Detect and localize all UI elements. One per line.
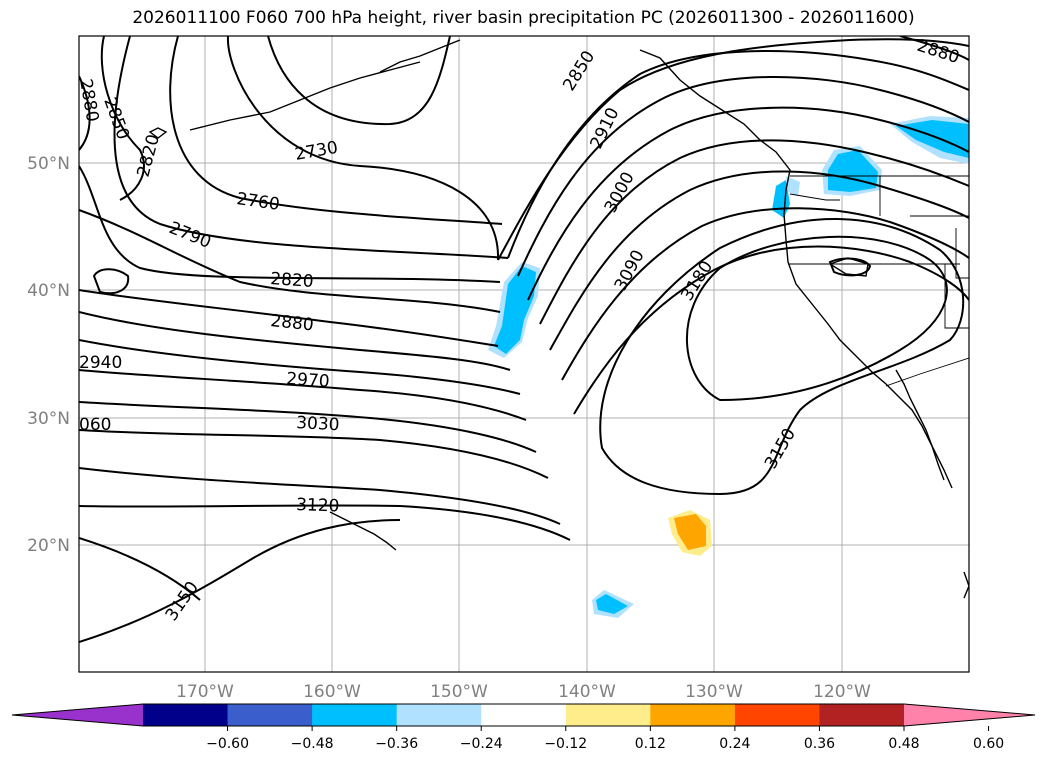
shade-blue-central <box>494 266 536 354</box>
colorbar-segment <box>143 704 229 726</box>
contour-ridge-7 <box>561 207 969 381</box>
colorbar-tick-label: 0.48 <box>888 736 919 752</box>
map-title: 2026011100 F060 700 hPa height, river ba… <box>132 8 915 28</box>
latitude-labels: 50°N 40°N 30°N 20°N <box>27 154 70 556</box>
colorbar-segment <box>565 704 651 726</box>
coast-hawaii <box>329 511 397 551</box>
contour-low-west <box>92 268 130 295</box>
contour-2850 <box>79 209 501 313</box>
shade-blue-south <box>596 594 628 614</box>
colorbar-tick-label: 0.24 <box>719 736 750 752</box>
colorbar-extend-low <box>12 704 143 726</box>
coast-aleutians <box>189 61 421 131</box>
contour-2910 <box>79 311 511 371</box>
contour-label: 060 <box>79 415 111 435</box>
contour-label: 2880 <box>269 311 314 335</box>
contour-ridge-8 <box>573 245 969 415</box>
contour-label: 2820 <box>270 269 315 292</box>
borders <box>788 175 969 387</box>
contour-2820 <box>79 165 501 283</box>
contour-label: 3120 <box>296 495 340 516</box>
colorbar-segment <box>819 704 905 726</box>
graticule <box>79 36 969 672</box>
contour-3150-sw-b <box>79 537 201 601</box>
colorbar-tick-label: 0.60 <box>973 736 1004 752</box>
lat-label-50n: 50°N <box>27 154 70 174</box>
lat-label-30n: 30°N <box>27 409 70 429</box>
colorbar-segment <box>227 704 313 726</box>
colorbar-tick-label: −0.48 <box>291 736 334 752</box>
lon-label-150w: 150°W <box>430 682 488 702</box>
contour-label: 3030 <box>296 413 340 435</box>
contour-upper-right <box>899 36 969 61</box>
height-contours <box>79 36 969 643</box>
contour-2760-a <box>267 36 451 126</box>
coast-central-america <box>963 571 969 599</box>
colorbar-segment <box>396 704 482 726</box>
coast-small-island <box>148 127 168 139</box>
colorbar-tick-label: 0.36 <box>804 736 835 752</box>
longitude-labels: 170°W 160°W 150°W 140°W 130°W 120°W <box>176 682 871 702</box>
contour-ridge-3 <box>517 76 969 277</box>
contour-2880 <box>79 289 499 347</box>
contour-label: 2880 <box>75 77 102 123</box>
colorbar-segment <box>650 704 736 726</box>
map-frame-background <box>79 36 969 672</box>
shade-light-blue-nw-coast <box>786 176 800 196</box>
contour-ridge-4 <box>527 106 969 301</box>
map-panel: 2880 2850 2820 2730 2760 2790 2820 2880 … <box>75 35 970 673</box>
contour-high-east <box>828 257 872 277</box>
colorbar-segment <box>734 704 820 726</box>
border-us-mexico <box>885 357 969 387</box>
lon-label-130w: 130°W <box>685 682 743 702</box>
contour-2970 <box>79 369 527 421</box>
contour-ridge-5 <box>539 139 969 325</box>
contour-2940 <box>79 339 521 395</box>
colorbar-tick-label: −0.24 <box>460 736 503 752</box>
colorbar-tick-label: −0.36 <box>375 736 418 752</box>
lon-label-160w: 160°W <box>303 682 361 702</box>
coast-alaska-peninsula <box>379 39 461 73</box>
colorbar-tick-label: 0.12 <box>635 736 666 752</box>
contour-label: 2940 <box>79 353 122 373</box>
colorbar-tick-label: −0.60 <box>206 736 249 752</box>
lat-label-40n: 40°N <box>27 281 70 301</box>
shade-orange-subtropic <box>674 514 706 550</box>
contour-3120 <box>79 504 571 541</box>
precipitation-shading <box>488 116 969 618</box>
contour-3030 <box>79 429 549 479</box>
contour-ridge-2 <box>507 50 969 259</box>
contour-top-left <box>79 75 91 151</box>
contour-label: 2970 <box>286 369 331 392</box>
contour-3180 <box>686 235 948 402</box>
border-state-6 <box>789 193 840 201</box>
map-frame <box>78 35 970 673</box>
colorbar-segment <box>312 704 398 726</box>
colorbar: −0.60 −0.48 −0.36 −0.24 −0.12 0.12 0.24 0.36 0.4… <box>11 703 1036 752</box>
colorbar-segment <box>481 704 567 726</box>
lon-label-140w: 140°W <box>558 682 616 702</box>
coast-baja-california <box>895 369 945 481</box>
border-state-4 <box>944 264 969 329</box>
lat-label-20n: 20°N <box>27 536 70 556</box>
contour-3150-main <box>599 218 965 496</box>
contour-top-left-b <box>100 36 145 201</box>
contour-ridge-6 <box>549 170 969 351</box>
contour-3060 <box>79 467 561 525</box>
contour-2760 <box>169 36 503 225</box>
lon-label-120w: 120°W <box>813 682 871 702</box>
border-state-5 <box>955 228 969 279</box>
colorbar-tick-label: −0.12 <box>544 736 587 752</box>
colorbar-extend-high <box>904 704 1035 726</box>
lon-label-170w: 170°W <box>176 682 234 702</box>
contour-2730 <box>226 36 500 261</box>
contour-3000 <box>79 401 537 453</box>
colorbar-outline <box>11 703 1036 727</box>
contour-3150-sw <box>79 519 401 643</box>
